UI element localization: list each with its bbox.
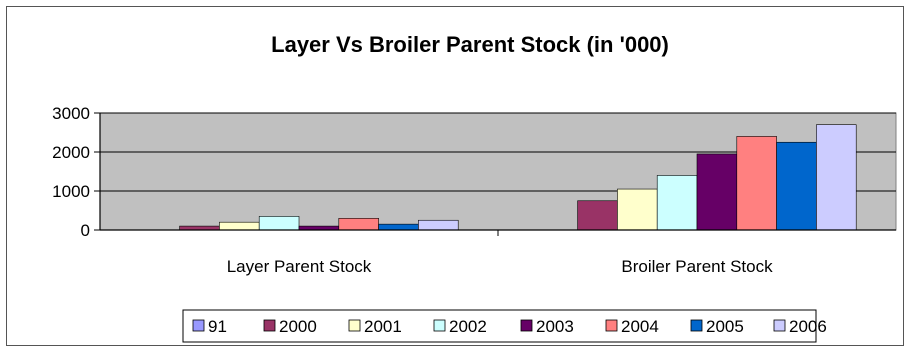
legend-swatch-2004 <box>606 320 617 331</box>
legend-swatch-2006 <box>774 320 785 331</box>
category-labels: Layer Parent Stock Broiler Parent Stock <box>227 257 773 276</box>
legend-label: 2003 <box>536 317 574 336</box>
bar-2001-1 <box>617 189 657 230</box>
bar-2003-1 <box>697 154 737 230</box>
legend-swatch-2001 <box>349 320 360 331</box>
bar-2004-1 <box>737 136 777 230</box>
bar-2002-0 <box>259 216 299 230</box>
bar-2000-1 <box>578 201 618 230</box>
y-tick-label: 2000 <box>52 143 90 162</box>
legend-label: 2004 <box>621 317 659 336</box>
legend-label: 91 <box>208 317 227 336</box>
legend-swatch-2003 <box>521 320 532 331</box>
y-tick-label: 3000 <box>52 104 90 123</box>
y-tick-label: 1000 <box>52 182 90 201</box>
bar-2004-0 <box>339 218 379 230</box>
bar-2001-0 <box>219 222 259 230</box>
legend-label: 2002 <box>449 317 487 336</box>
bar-2005-1 <box>777 142 817 230</box>
legend-swatch-91 <box>193 320 204 331</box>
bar-2006-0 <box>418 220 458 230</box>
y-tick-label: 0 <box>81 221 90 240</box>
legend-label: 2005 <box>706 317 744 336</box>
bar-2005-0 <box>379 224 419 230</box>
chart-title: Layer Vs Broiler Parent Stock (in '000) <box>271 32 669 57</box>
legend-label: 2006 <box>789 317 827 336</box>
category-label: Layer Parent Stock <box>227 257 372 276</box>
legend-label: 2001 <box>364 317 402 336</box>
category-label: Broiler Parent Stock <box>621 257 773 276</box>
legend-swatch-2005 <box>691 320 702 331</box>
bar-2002-1 <box>657 175 697 230</box>
legend-swatch-2000 <box>264 320 275 331</box>
bar-2006-1 <box>816 125 856 230</box>
y-tick-labels: 0 1000 2000 3000 <box>52 104 90 240</box>
legend-label: 2000 <box>279 317 317 336</box>
legend-swatch-2002 <box>434 320 445 331</box>
